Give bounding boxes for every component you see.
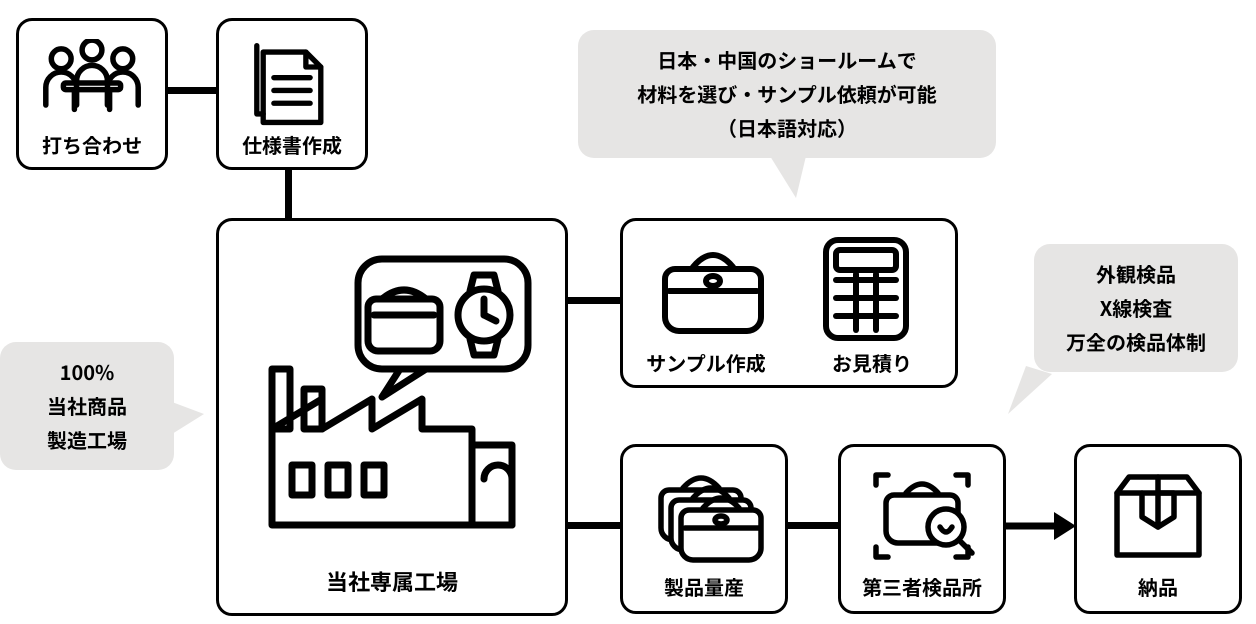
inspect-icon — [841, 461, 1003, 571]
callout-factory-note: 100% 当社商品 製造工場 — [0, 342, 174, 470]
arrow-inspect-delivery — [1006, 506, 1076, 546]
document-icon — [219, 33, 365, 133]
box-label: 納品 — [1077, 572, 1239, 601]
callout-text: 日本・中国のショールームで — [578, 43, 996, 77]
box-sample-quote: サンプル作成 お見積り — [620, 218, 958, 388]
box-massprod: 製品量産 — [620, 444, 788, 614]
callout-text: 材料を選び・サンプル依頼が可能 — [578, 77, 996, 111]
callout-text: X線検査 — [1034, 291, 1238, 325]
callout-text: 外観検品 — [1034, 257, 1238, 291]
callout-showroom-note: 日本・中国のショールームで 材料を選び・サンプル依頼が可能 （日本語対応） — [578, 30, 996, 158]
connector-massprod-inspect — [788, 522, 838, 529]
box-label: 第三者検品所 — [841, 572, 1003, 601]
meeting-icon — [19, 33, 165, 133]
callout-tail-inspect — [1008, 366, 1052, 414]
box-label: 製品量産 — [623, 572, 785, 601]
callout-text: 当社商品 — [0, 389, 174, 423]
connector-factory-massprod — [568, 522, 620, 529]
box-spec: 仕様書作成 — [216, 18, 368, 170]
connector-factory-sample — [568, 297, 620, 304]
calculator-icon — [801, 235, 931, 343]
box-meeting: 打ち合わせ — [16, 18, 168, 170]
connector-meeting-spec — [168, 87, 216, 94]
box-inspection: 第三者検品所 — [838, 444, 1006, 614]
callout-text: 万全の検品体制 — [1034, 325, 1238, 359]
callout-text: 製造工場 — [0, 423, 174, 457]
flow-diagram: 100% 当社商品 製造工場 日本・中国のショールームで 材料を選び・サンプル依… — [0, 0, 1256, 624]
box-factory: 当社専属工場 — [216, 218, 568, 616]
callout-inspect-note: 外観検品 X線検査 万全の検品体制 — [1034, 244, 1238, 372]
callout-text: 100% — [0, 355, 174, 389]
box-label: 打ち合わせ — [19, 130, 165, 159]
box-label: 当社専属工場 — [219, 565, 565, 597]
connector-spec-factory — [285, 170, 292, 218]
bags-icon — [623, 461, 785, 571]
package-icon — [1077, 465, 1239, 569]
handbag-icon — [643, 235, 783, 343]
callout-text: （日本語対応） — [578, 111, 996, 145]
box-delivery: 納品 — [1074, 444, 1242, 614]
callout-tail-showroom — [766, 156, 810, 198]
quote-label: お見積り — [789, 348, 955, 377]
sample-label: サンプル作成 — [623, 348, 789, 377]
box-label: 仕様書作成 — [219, 130, 365, 159]
factory-icon — [219, 239, 565, 559]
callout-tail-factory — [172, 402, 204, 442]
